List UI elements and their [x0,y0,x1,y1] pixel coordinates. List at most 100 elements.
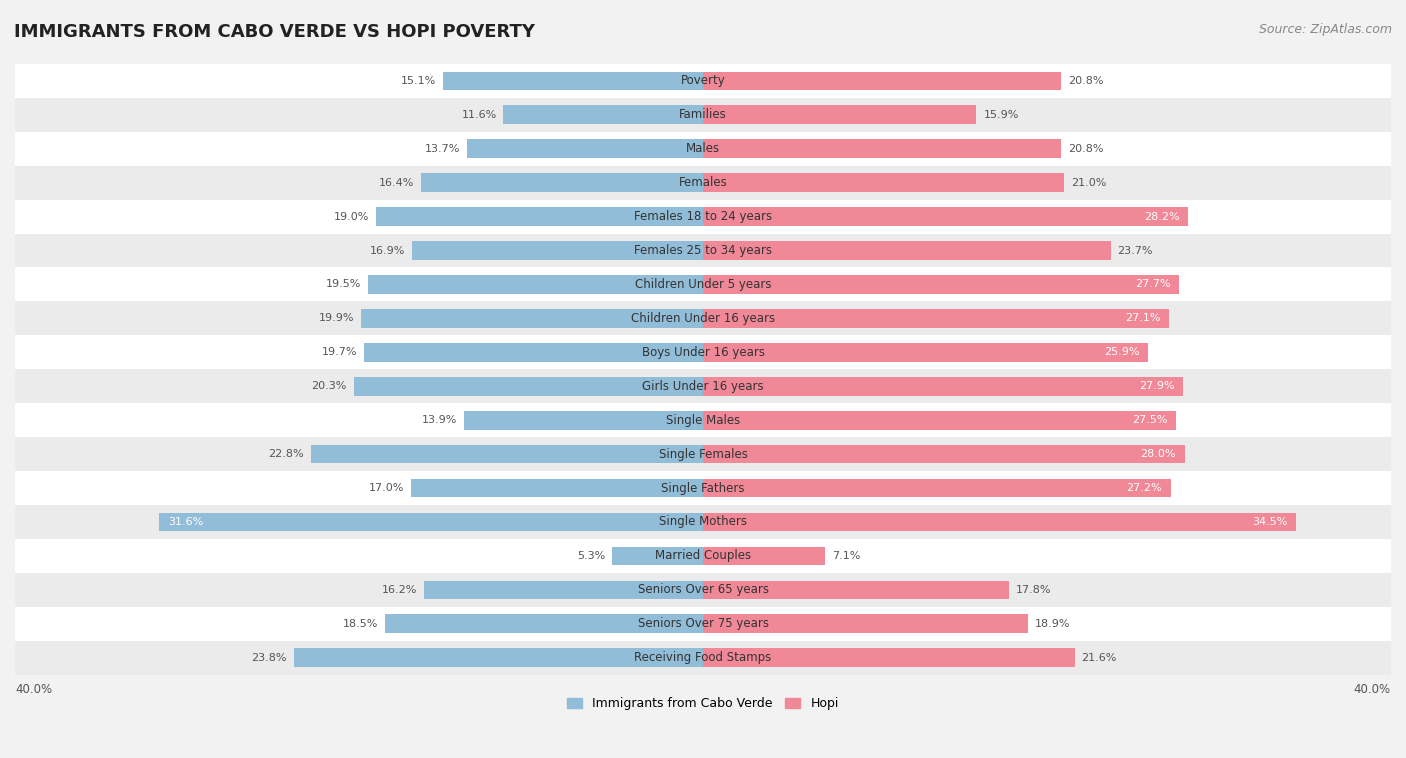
Bar [703,479,1171,497]
Text: 16.4%: 16.4% [378,177,413,188]
Text: 16.2%: 16.2% [382,585,418,595]
Text: Males: Males [686,143,720,155]
Bar [703,512,1296,531]
Bar [15,607,1391,641]
Text: Children Under 16 years: Children Under 16 years [631,312,775,325]
Bar [15,233,1391,268]
Text: Boys Under 16 years: Boys Under 16 years [641,346,765,359]
Text: 20.8%: 20.8% [1067,144,1104,154]
Bar [703,309,1170,327]
Legend: Immigrants from Cabo Verde, Hopi: Immigrants from Cabo Verde, Hopi [562,692,844,715]
Text: 27.7%: 27.7% [1135,280,1171,290]
Bar [464,411,703,430]
Bar [15,98,1391,132]
Text: Families: Families [679,108,727,121]
Bar [703,343,1149,362]
Bar [294,648,703,667]
Text: 31.6%: 31.6% [169,517,204,527]
Text: 22.8%: 22.8% [269,449,304,459]
Text: 27.5%: 27.5% [1132,415,1167,425]
Bar [411,479,703,497]
Text: 20.3%: 20.3% [312,381,347,391]
Bar [420,174,703,192]
Text: Married Couples: Married Couples [655,550,751,562]
Bar [503,105,703,124]
Text: Children Under 5 years: Children Under 5 years [634,278,772,291]
Text: Seniors Over 65 years: Seniors Over 65 years [637,584,769,597]
Text: 19.0%: 19.0% [335,211,370,221]
Text: Single Mothers: Single Mothers [659,515,747,528]
Bar [15,505,1391,539]
Text: 5.3%: 5.3% [576,551,605,561]
Bar [703,275,1180,294]
Text: Females 25 to 34 years: Females 25 to 34 years [634,244,772,257]
Text: Seniors Over 75 years: Seniors Over 75 years [637,617,769,631]
Text: 25.9%: 25.9% [1104,347,1140,357]
Bar [15,471,1391,505]
Text: 16.9%: 16.9% [370,246,405,255]
Bar [703,207,1188,226]
Text: Females: Females [679,176,727,190]
Bar [15,132,1391,166]
Text: 13.7%: 13.7% [425,144,461,154]
Bar [703,377,1182,396]
Bar [15,573,1391,607]
Text: Girls Under 16 years: Girls Under 16 years [643,380,763,393]
Bar [15,199,1391,233]
Text: 27.1%: 27.1% [1125,313,1160,324]
Bar [361,309,703,327]
Text: Receiving Food Stamps: Receiving Food Stamps [634,651,772,664]
Text: 19.9%: 19.9% [318,313,354,324]
Bar [15,64,1391,98]
Text: 13.9%: 13.9% [422,415,457,425]
Bar [703,648,1074,667]
Text: 28.0%: 28.0% [1140,449,1175,459]
Bar [159,512,703,531]
Bar [412,241,703,260]
Text: 40.0%: 40.0% [1354,683,1391,696]
Text: IMMIGRANTS FROM CABO VERDE VS HOPI POVERTY: IMMIGRANTS FROM CABO VERDE VS HOPI POVER… [14,23,536,41]
Text: Single Females: Single Females [658,448,748,461]
Text: 18.9%: 18.9% [1035,619,1070,629]
Bar [703,411,1175,430]
Text: Source: ZipAtlas.com: Source: ZipAtlas.com [1258,23,1392,36]
Bar [311,445,703,463]
Bar [15,369,1391,403]
Text: 20.8%: 20.8% [1067,76,1104,86]
Bar [385,615,703,633]
Bar [703,139,1060,158]
Text: 11.6%: 11.6% [461,110,496,120]
Bar [15,302,1391,335]
Bar [15,335,1391,369]
Text: 21.0%: 21.0% [1071,177,1107,188]
Bar [425,581,703,599]
Bar [15,641,1391,675]
Bar [377,207,703,226]
Text: Females 18 to 24 years: Females 18 to 24 years [634,210,772,223]
Text: 18.5%: 18.5% [343,619,378,629]
Text: 19.5%: 19.5% [325,280,361,290]
Text: 17.8%: 17.8% [1017,585,1052,595]
Text: 19.7%: 19.7% [322,347,357,357]
Bar [703,174,1064,192]
Text: Single Fathers: Single Fathers [661,481,745,494]
Bar [703,445,1185,463]
Bar [364,343,703,362]
Bar [703,615,1028,633]
Text: Single Males: Single Males [666,414,740,427]
Bar [703,547,825,565]
Bar [15,403,1391,437]
Text: Poverty: Poverty [681,74,725,87]
Bar [15,166,1391,199]
Bar [467,139,703,158]
Bar [354,377,703,396]
Bar [15,437,1391,471]
Text: 27.9%: 27.9% [1139,381,1174,391]
Text: 40.0%: 40.0% [15,683,52,696]
Bar [443,71,703,90]
Text: 23.7%: 23.7% [1118,246,1153,255]
Text: 34.5%: 34.5% [1253,517,1288,527]
Bar [15,539,1391,573]
Bar [367,275,703,294]
Bar [15,268,1391,302]
